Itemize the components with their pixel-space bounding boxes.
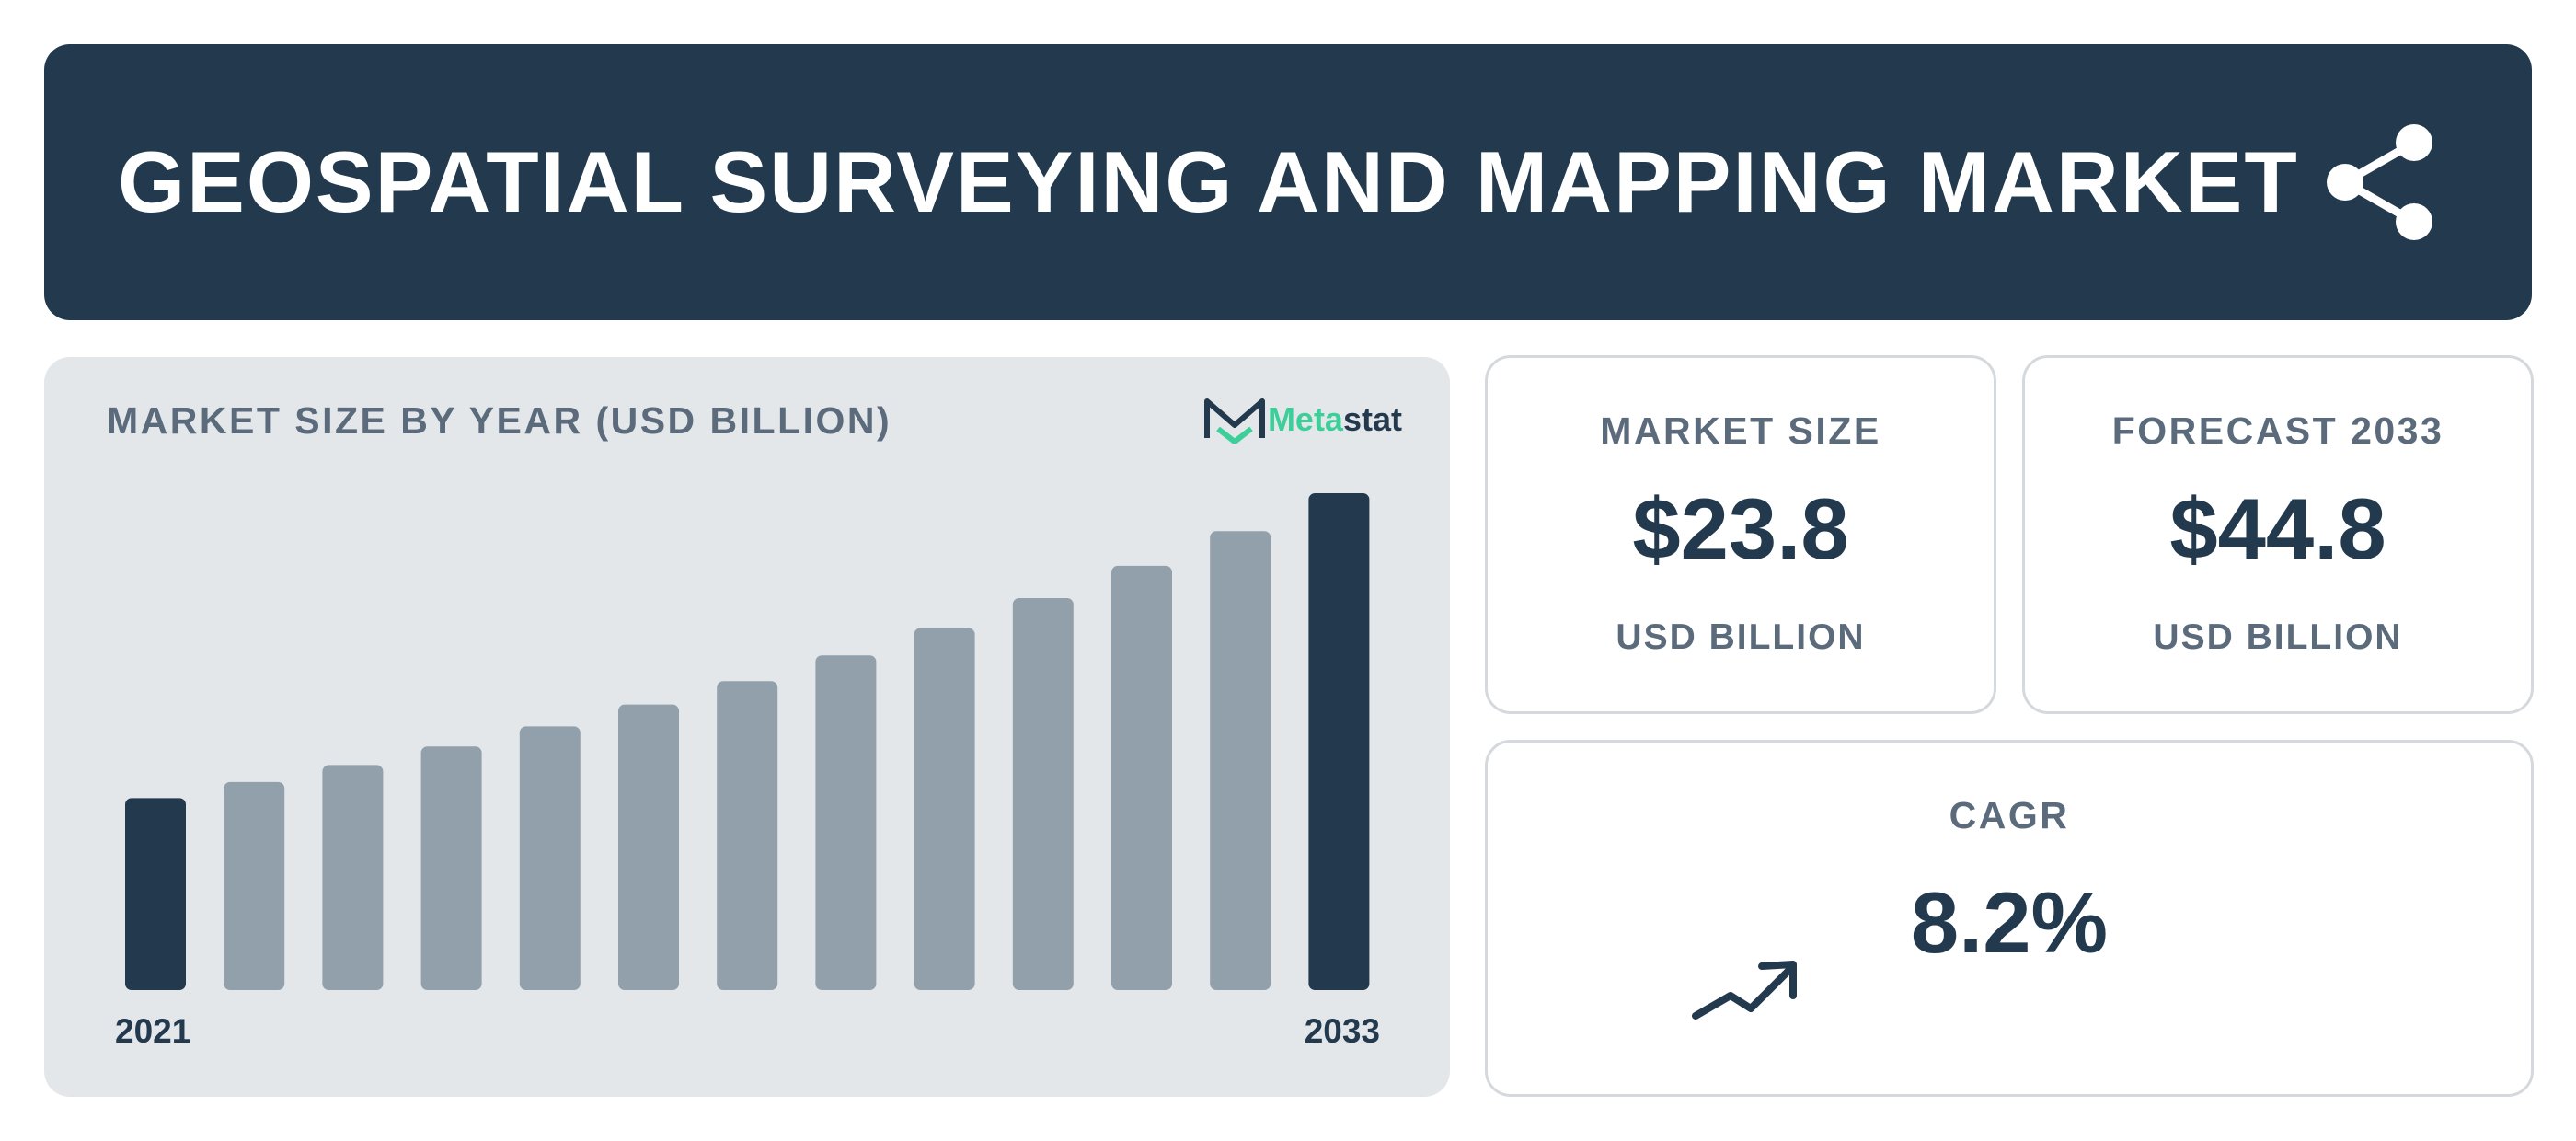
bar-2025 (519, 726, 581, 990)
logo-text: Metastat (1268, 400, 1402, 439)
bar-2023 (322, 765, 384, 990)
market-size-card: MARKET SIZE $23.8 USD BILLION (1485, 355, 1996, 714)
cagr-value: 8.2% (1910, 874, 2109, 971)
bar-2022 (224, 781, 285, 990)
bar-chart (125, 493, 1370, 990)
header-banner: GEOSPATIAL SURVEYING AND MAPPING MARKET (44, 44, 2532, 320)
bar-2028 (815, 655, 877, 990)
forecast-card: FORECAST 2033 $44.8 USD BILLION (2022, 355, 2534, 714)
bar-2029 (914, 628, 975, 990)
bar-2024 (420, 746, 482, 990)
bar-2021 (125, 798, 186, 990)
forecast-unit: USD BILLION (2153, 617, 2403, 657)
logo-text-meta: Meta (1267, 400, 1343, 438)
cagr-card: CAGR 8.2% (1485, 740, 2534, 1097)
bar-2031 (1111, 565, 1172, 990)
forecast-value: $44.8 (2169, 480, 2386, 577)
page-title: GEOSPATIAL SURVEYING AND MAPPING MARKET (118, 133, 2299, 230)
metastat-logo: Metastat (1203, 396, 1402, 444)
chart-title: MARKET SIZE BY YEAR (USD BILLION) (107, 399, 892, 442)
forecast-label: FORECAST 2033 (2111, 409, 2444, 452)
market-size-chart-panel: MARKET SIZE BY YEAR (USD BILLION) Metast… (44, 357, 1450, 1097)
metastat-logo-mark (1203, 398, 1265, 444)
x-tick-label-last: 2033 (1304, 1012, 1380, 1050)
bar-2033 (1308, 493, 1370, 990)
market-size-label: MARKET SIZE (1600, 409, 1881, 452)
market-size-value: $23.8 (1632, 480, 1849, 577)
trend-up-icon (1692, 961, 1797, 1020)
bar-2026 (618, 704, 679, 990)
bar-2032 (1210, 531, 1271, 990)
x-tick-label-first: 2021 (115, 1012, 191, 1050)
cagr-label: CAGR (1949, 794, 2070, 836)
bar-2027 (717, 681, 778, 990)
logo-text-stat: stat (1342, 400, 1402, 438)
bar-2030 (1012, 597, 1074, 990)
share-icon[interactable] (2326, 122, 2446, 242)
market-size-unit: USD BILLION (1616, 617, 1866, 657)
